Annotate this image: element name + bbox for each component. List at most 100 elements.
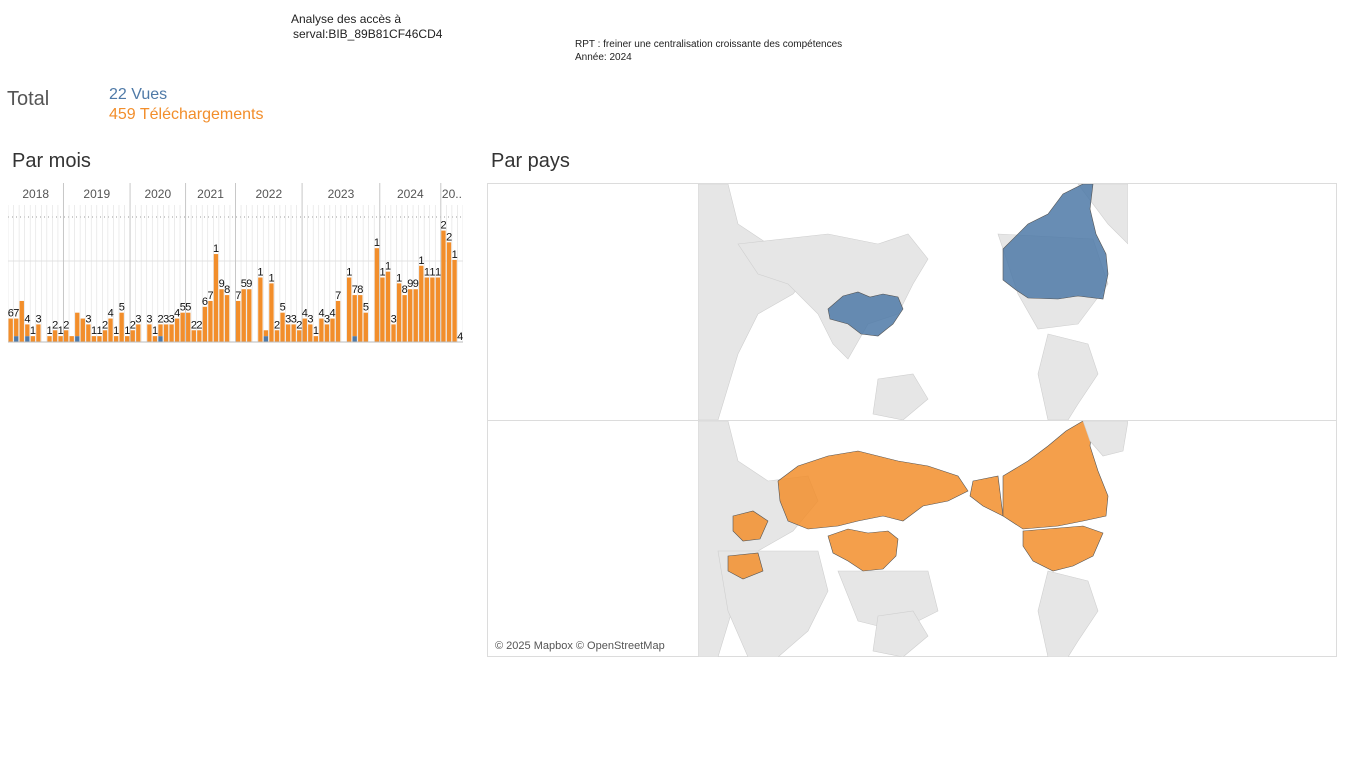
bar-downloads[interactable] xyxy=(86,324,91,342)
bar-downloads[interactable] xyxy=(358,295,363,342)
bar-downloads[interactable] xyxy=(36,324,41,342)
bar-downloads[interactable] xyxy=(363,312,368,342)
bar-downloads[interactable] xyxy=(130,330,135,342)
bar-downloads[interactable] xyxy=(291,324,296,342)
bar-downloads[interactable] xyxy=(247,289,252,342)
country-usa-alaska[interactable] xyxy=(969,475,1004,517)
bar-downloads[interactable] xyxy=(430,277,435,343)
country-canada[interactable] xyxy=(1002,184,1109,300)
monthly-bar-chart[interactable]: 2018 2019 2020 2021 2022 2023 2024 20.. 6 7 4 1 3 1 2 1… xyxy=(8,183,463,343)
bar-views[interactable] xyxy=(263,336,269,342)
bar-downloads[interactable] xyxy=(108,318,113,342)
bar-downloads[interactable] xyxy=(374,248,380,342)
bar-downloads[interactable] xyxy=(169,324,174,342)
bar-downloads[interactable] xyxy=(236,300,241,342)
bar-downloads[interactable] xyxy=(163,324,169,342)
bar-downloads[interactable] xyxy=(213,254,219,342)
bar-downloads[interactable] xyxy=(335,300,341,342)
bar-downloads[interactable] xyxy=(113,336,119,342)
bar-data-label: 7 xyxy=(207,290,213,302)
bar-downloads[interactable] xyxy=(158,324,163,337)
bar-downloads[interactable] xyxy=(402,295,407,342)
bar-downloads[interactable] xyxy=(385,271,391,342)
bar-downloads[interactable] xyxy=(174,318,180,342)
bar-downloads[interactable] xyxy=(280,312,285,342)
bar-downloads[interactable] xyxy=(297,330,302,342)
bar-views[interactable] xyxy=(352,336,357,342)
bar-downloads[interactable] xyxy=(346,277,352,343)
country-russia[interactable] xyxy=(777,450,969,530)
bar-downloads[interactable] xyxy=(25,324,30,337)
bar-downloads[interactable] xyxy=(52,330,58,342)
bar-views[interactable] xyxy=(25,336,30,342)
country-canada[interactable] xyxy=(1002,421,1109,530)
bar-downloads[interactable] xyxy=(396,283,402,342)
bar-downloads[interactable] xyxy=(136,324,141,342)
views-world-map[interactable] xyxy=(698,184,1128,420)
bar-downloads[interactable] xyxy=(446,242,452,342)
bar-downloads[interactable] xyxy=(352,295,357,337)
views-total: 22 Vues xyxy=(109,86,168,103)
bar-downloads[interactable] xyxy=(269,283,274,342)
bar-downloads[interactable] xyxy=(241,289,246,342)
bar-downloads[interactable] xyxy=(58,336,63,342)
bar-downloads[interactable] xyxy=(47,336,52,342)
bar-downloads[interactable] xyxy=(263,330,269,337)
bar-downloads[interactable] xyxy=(452,259,457,342)
downloads-world-map[interactable] xyxy=(698,421,1128,657)
bar-downloads[interactable] xyxy=(224,295,230,342)
bar-downloads[interactable] xyxy=(380,277,385,343)
bar-downloads[interactable] xyxy=(147,324,152,342)
bar-data-label: 3 xyxy=(85,313,91,325)
bar-downloads[interactable] xyxy=(330,318,335,342)
bar-downloads[interactable] xyxy=(191,330,196,342)
bar-downloads[interactable] xyxy=(302,318,307,342)
bar-downloads[interactable] xyxy=(435,277,441,343)
country-europe-west[interactable] xyxy=(732,510,769,542)
bar-downloads[interactable] xyxy=(186,312,191,342)
bar-downloads[interactable] xyxy=(274,330,280,342)
bar-downloads[interactable] xyxy=(69,336,74,342)
bar-downloads[interactable] xyxy=(14,318,19,337)
bar-downloads[interactable] xyxy=(202,306,208,342)
bar-views[interactable] xyxy=(14,336,19,342)
bar-downloads[interactable] xyxy=(308,324,313,342)
bar-downloads[interactable] xyxy=(413,289,418,342)
bar-downloads[interactable] xyxy=(313,336,319,342)
bar-downloads[interactable] xyxy=(408,289,413,342)
bar-downloads[interactable] xyxy=(80,318,85,342)
bar-downloads[interactable] xyxy=(152,336,158,342)
country-algeria[interactable] xyxy=(727,552,764,580)
bar-downloads[interactable] xyxy=(8,318,13,342)
bar-downloads[interactable] xyxy=(97,336,102,342)
bar-views[interactable] xyxy=(158,336,163,342)
bar-data-label: 4 xyxy=(108,308,114,320)
bar-downloads[interactable] xyxy=(30,336,36,342)
bar-downloads[interactable] xyxy=(180,312,185,342)
bar-downloads[interactable] xyxy=(75,312,80,337)
bar-downloads[interactable] xyxy=(324,324,330,342)
country-united-states[interactable] xyxy=(1022,525,1104,572)
bar-downloads[interactable] xyxy=(197,330,202,342)
bar-downloads[interactable] xyxy=(441,230,446,342)
bar-downloads[interactable] xyxy=(424,277,430,343)
bar-downloads[interactable] xyxy=(119,312,124,342)
bar-downloads[interactable] xyxy=(285,324,291,342)
bar-downloads[interactable] xyxy=(102,330,108,342)
bar-downloads[interactable] xyxy=(419,265,424,342)
bar-views[interactable] xyxy=(75,336,80,342)
country-map-panel[interactable]: © 2025 Mapbox © OpenStreetMap xyxy=(487,183,1337,657)
country-china[interactable] xyxy=(827,291,904,337)
bar-downloads[interactable] xyxy=(319,318,324,342)
bar-downloads[interactable] xyxy=(208,300,213,342)
bar-downloads[interactable] xyxy=(391,324,396,342)
bar-downloads[interactable] xyxy=(219,289,224,342)
bar-downloads[interactable] xyxy=(91,336,97,342)
country-greenland[interactable] xyxy=(1082,421,1128,457)
bar-downloads[interactable] xyxy=(258,277,263,343)
bar-downloads[interactable] xyxy=(63,330,69,342)
bar-downloads[interactable] xyxy=(19,300,24,342)
bar-downloads[interactable] xyxy=(125,336,130,342)
country-china[interactable] xyxy=(827,528,899,572)
report-year: Année: 2024 xyxy=(575,52,632,63)
